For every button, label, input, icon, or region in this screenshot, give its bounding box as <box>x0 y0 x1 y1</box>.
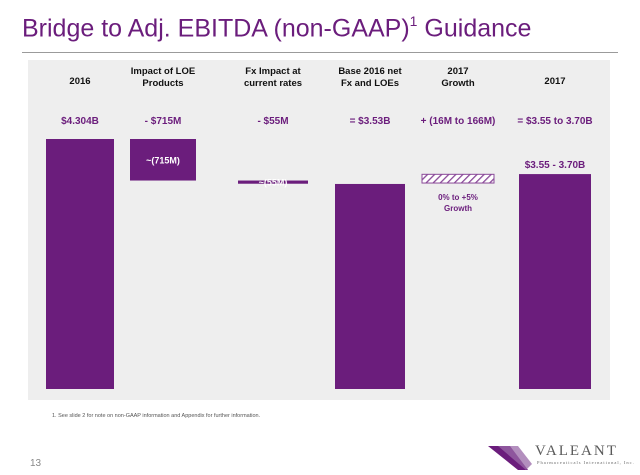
column-value-label-2: - $715M <box>144 116 182 127</box>
valeant-logo-icon <box>488 446 532 470</box>
title-divider <box>22 52 618 53</box>
page-title: Bridge to Adj. EBITDA (non-GAAP)1 Guidan… <box>22 13 532 43</box>
logo-name: VALEANT <box>535 443 618 459</box>
page-title-suffix: Guidance <box>424 14 532 43</box>
bar-total-4 <box>335 183 405 389</box>
column-header-line: current rates <box>243 78 303 89</box>
column-header-6: 2017 <box>505 76 605 88</box>
column-header-line: Fx and LOEs <box>340 78 400 89</box>
column-value-label-6: = $3.55 to 3.70B <box>517 116 593 127</box>
column-header-line: Products <box>142 78 184 89</box>
column-header-line: 2017 <box>447 66 469 77</box>
column-value-label-3: - $55M <box>257 116 289 127</box>
column-header-1: 2016 <box>30 76 130 88</box>
column-value-label-4: = $3.53B <box>349 116 391 127</box>
column-value-label-1: $4.304B <box>61 116 99 127</box>
title-superscript: 1 <box>409 13 418 29</box>
footnote: 1. See slide 2 for note on non-GAAP info… <box>52 413 261 419</box>
bar-increase-hatched-5 <box>421 173 495 184</box>
bar-total-6 <box>519 174 591 389</box>
bar-decrease-3 <box>238 180 308 184</box>
bar-decrease-2 <box>130 139 196 181</box>
column-header-4: Base 2016 net Fx and LOEs <box>320 66 420 90</box>
column-header-line: Growth <box>441 78 475 89</box>
bar-total-1 <box>46 139 114 389</box>
column-value-label-5: + (16M to 166M) <box>420 116 496 127</box>
column-header-line: 2017 <box>544 76 566 87</box>
column-header-line: Base 2016 net <box>338 66 402 77</box>
chart-panel <box>28 60 610 400</box>
column-header-line: Fx Impact at <box>245 66 301 77</box>
logo-tagline: Pharmaceuticals International, Inc. <box>537 460 635 465</box>
page-number: 13 <box>30 458 42 469</box>
bar-label-5: 0% to +5% <box>438 193 478 202</box>
bar-label-6: $3.55 - 3.70B <box>525 160 586 171</box>
page-title-text: Bridge to Adj. EBITDA (non-GAAP) <box>22 14 410 43</box>
bar-label-2-5: Growth <box>444 204 472 213</box>
column-header-line: Impact of LOE <box>130 66 196 77</box>
column-header-5: 2017 Growth <box>408 66 508 90</box>
bar-label-2: ~(715M) <box>146 155 180 165</box>
column-header-line: 2016 <box>69 76 91 87</box>
bar-label-3: ~(55M) <box>259 178 288 188</box>
column-header-2: Impact of LOE Products <box>113 66 213 90</box>
column-header-3: Fx Impact at current rates <box>223 66 323 90</box>
